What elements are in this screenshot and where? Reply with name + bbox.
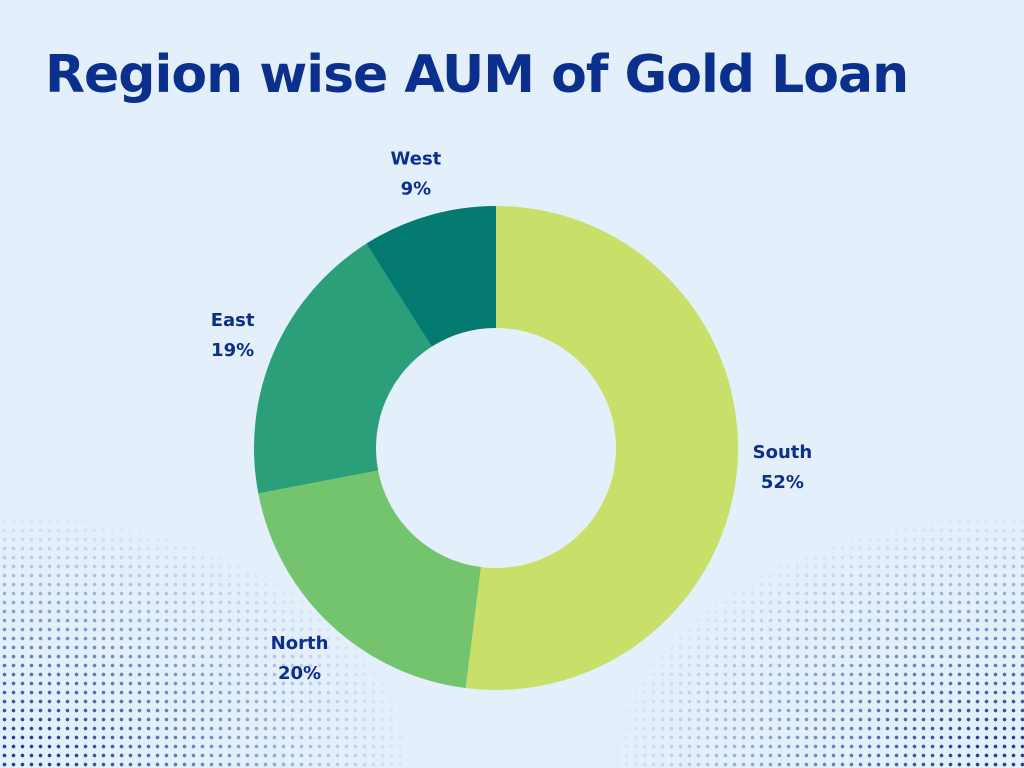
- donut-slice: [258, 470, 481, 689]
- slice-label: South: [753, 442, 813, 463]
- chart-title: Region wise AUM of Gold Loan: [45, 45, 908, 105]
- slice-label: West: [391, 148, 442, 169]
- slice-label: East: [211, 310, 255, 331]
- donut-slice: [465, 206, 739, 691]
- slice-value-label: 9%: [401, 178, 432, 199]
- slice-value-label: 52%: [761, 472, 804, 493]
- donut-slice: [366, 206, 496, 347]
- slice-value-label: 19%: [211, 340, 254, 361]
- donut-slice: [254, 243, 432, 494]
- slice-value-label: 20%: [278, 663, 321, 684]
- slice-label: North: [271, 633, 329, 654]
